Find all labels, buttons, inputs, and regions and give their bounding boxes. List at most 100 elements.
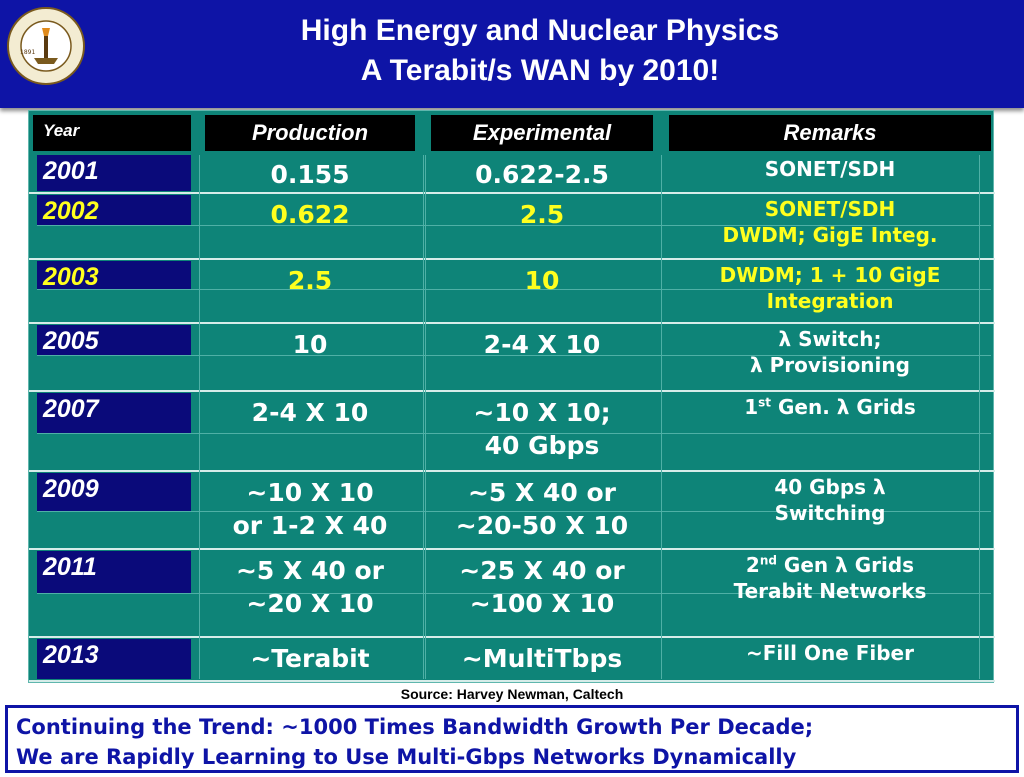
- experimental-cell-line-1: ~MultiTbps: [461, 644, 623, 673]
- remark-text: Gen. λ Grids: [771, 395, 916, 419]
- remarks-cell-line-2: DWDM; GigE Integ.: [722, 222, 938, 247]
- experimental-cell-line-1: 10: [524, 266, 560, 295]
- remark-ordinal: 1: [744, 395, 759, 419]
- row-separator: [29, 322, 995, 324]
- row-separator: [29, 192, 995, 194]
- remarks-cell-line-2: Switching: [774, 500, 886, 525]
- remarks-cell-line-1: SONET/SDH: [764, 157, 896, 181]
- production-cell-line-1: 0.622: [270, 200, 350, 229]
- column-gridline: [199, 155, 200, 679]
- year-cell: 2003: [37, 261, 191, 291]
- row-divider: [37, 355, 991, 356]
- remarks-cell-line-1: 2nd Gen λ Grids: [669, 553, 991, 579]
- year-cell: 2002: [37, 195, 191, 225]
- production-cell: 2-4 X 10: [205, 397, 415, 430]
- bandwidth-table: Year Production Experimental Remarks 200…: [28, 110, 995, 683]
- table-row: 2007 2-4 X 10 ~10 X 10; 40 Gbps 1st Gen. λ G…: [29, 393, 995, 469]
- source-note: Source: Harvey Newman, Caltech: [400, 686, 624, 702]
- year-cell: 2001: [37, 155, 191, 191]
- remarks-cell-line-1: ~Fill One Fiber: [746, 641, 914, 665]
- year-cell: 2011: [37, 551, 191, 593]
- table-row: 2001 0.155 0.622-2.5 SONET/SDH: [29, 155, 995, 191]
- experimental-cell-line-1: 2.5: [519, 200, 565, 229]
- production-cell: 10: [205, 329, 415, 362]
- year-cell: 2009: [37, 473, 191, 511]
- page-subtitle: A Terabit/s WAN by 2010!: [360, 54, 720, 87]
- header-production: Production: [205, 115, 415, 151]
- experimental-cell-line-2: ~100 X 10: [469, 588, 615, 618]
- row-separator: [29, 680, 995, 682]
- experimental-cell: ~10 X 10; 40 Gbps: [431, 397, 653, 462]
- footer-line-2: We are Rapidly Learning to Use Multi-Gbp…: [16, 745, 797, 769]
- row-separator: [29, 470, 995, 472]
- row-separator: [29, 258, 995, 260]
- remarks-cell: λ Switch; λ Provisioning: [669, 327, 991, 378]
- production-cell-line-1: 2.5: [287, 266, 333, 295]
- row-divider: [37, 289, 991, 290]
- page-title: High Energy and Nuclear Physics: [300, 14, 780, 47]
- production-cell-line-1: ~Terabit: [250, 644, 370, 673]
- experimental-cell: 0.622-2.5: [431, 159, 653, 192]
- table-row: 2003 2.5 10 DWDM; 1 + 10 GigE Integration: [29, 261, 995, 321]
- header-experimental: Experimental: [431, 115, 653, 151]
- year-cell: 2005: [37, 325, 191, 355]
- experimental-cell: 10: [431, 265, 653, 298]
- remarks-cell-line-1: 1st Gen. λ Grids: [669, 395, 991, 421]
- table-row: 2011 ~5 X 40 or ~20 X 10 ~25 X 40 or ~100 X …: [29, 551, 995, 635]
- remarks-cell-line-1: SONET/SDH: [764, 197, 896, 221]
- table-row: 2009 ~10 X 10 or 1-2 X 40 ~5 X 40 or ~20-50 …: [29, 473, 995, 547]
- remark-ordinal-suffix: nd: [759, 553, 777, 568]
- column-gridline: [425, 155, 426, 679]
- production-cell-line-1: ~5 X 40 or: [235, 556, 385, 585]
- remark-ordinal-suffix: st: [758, 395, 772, 410]
- row-divider: [37, 511, 991, 512]
- experimental-cell: 2-4 X 10: [431, 329, 653, 362]
- column-gridline: [423, 155, 424, 679]
- remarks-cell-line-2: λ Provisioning: [750, 352, 910, 377]
- experimental-cell: 2.5: [431, 199, 653, 232]
- remarks-cell: SONET/SDH DWDM; GigE Integ.: [669, 197, 991, 248]
- year-cell: 2007: [37, 393, 191, 433]
- experimental-cell-line-2: ~20-50 X 10: [455, 510, 629, 540]
- footer-box: Continuing the Trend: ~1000 Times Bandwi…: [5, 705, 1019, 773]
- remarks-cell: SONET/SDH: [669, 157, 991, 183]
- remarks-cell-line-1: λ Switch;: [778, 327, 882, 351]
- experimental-cell-line-1: 2-4 X 10: [483, 330, 601, 359]
- caltech-seal-logo: 1891: [7, 7, 85, 85]
- production-cell: 2.5: [205, 265, 415, 298]
- remarks-cell-line-1: 40 Gbps λ: [774, 475, 886, 499]
- experimental-cell: ~25 X 40 or ~100 X 10: [431, 555, 653, 620]
- production-cell: ~Terabit: [205, 643, 415, 676]
- row-divider: [37, 593, 991, 594]
- experimental-cell-line-1: ~10 X 10;: [473, 398, 611, 427]
- column-gridline: [661, 155, 662, 679]
- title-banner: 1891 High Energy and Nuclear Physics A T…: [0, 0, 1024, 108]
- row-divider: [37, 225, 991, 226]
- remarks-cell: 40 Gbps λ Switching: [669, 475, 991, 526]
- table-row: 2013 ~Terabit ~MultiTbps ~Fill One Fiber: [29, 639, 995, 679]
- footer-line-1: Continuing the Trend: ~1000 Times Bandwi…: [16, 715, 814, 739]
- header-year: Year: [33, 115, 191, 151]
- table-row: 2005 10 2-4 X 10 λ Switch; λ Provisioning: [29, 325, 995, 389]
- production-cell-line-2: ~20 X 10: [246, 588, 374, 618]
- row-divider: [37, 433, 991, 434]
- remarks-cell: DWDM; 1 + 10 GigE Integration: [669, 263, 991, 314]
- production-cell: 0.155: [205, 159, 415, 192]
- production-cell: ~10 X 10 or 1-2 X 40: [205, 477, 415, 542]
- remark-ordinal: 2: [745, 553, 760, 577]
- production-cell-line-1: ~10 X 10: [246, 478, 374, 507]
- production-cell-line-1: 10: [292, 330, 328, 359]
- remarks-cell: ~Fill One Fiber: [669, 641, 991, 667]
- experimental-cell-line-1: ~25 X 40 or: [459, 556, 625, 585]
- production-cell: 0.622: [205, 199, 415, 232]
- row-separator: [29, 390, 995, 392]
- experimental-cell-line-1: 0.622-2.5: [475, 160, 609, 189]
- row-separator: [29, 548, 995, 550]
- remarks-cell-line-1: DWDM; 1 + 10 GigE: [719, 263, 941, 287]
- production-cell-line-2: or 1-2 X 40: [232, 510, 388, 540]
- svg-text:1891: 1891: [20, 49, 35, 56]
- table-row: 2002 0.622 2.5 SONET/SDH DWDM; GigE Integ.: [29, 195, 995, 257]
- production-cell-line-1: 2-4 X 10: [251, 398, 369, 427]
- experimental-cell-line-1: ~5 X 40 or: [467, 478, 617, 507]
- column-gridline: [979, 155, 980, 679]
